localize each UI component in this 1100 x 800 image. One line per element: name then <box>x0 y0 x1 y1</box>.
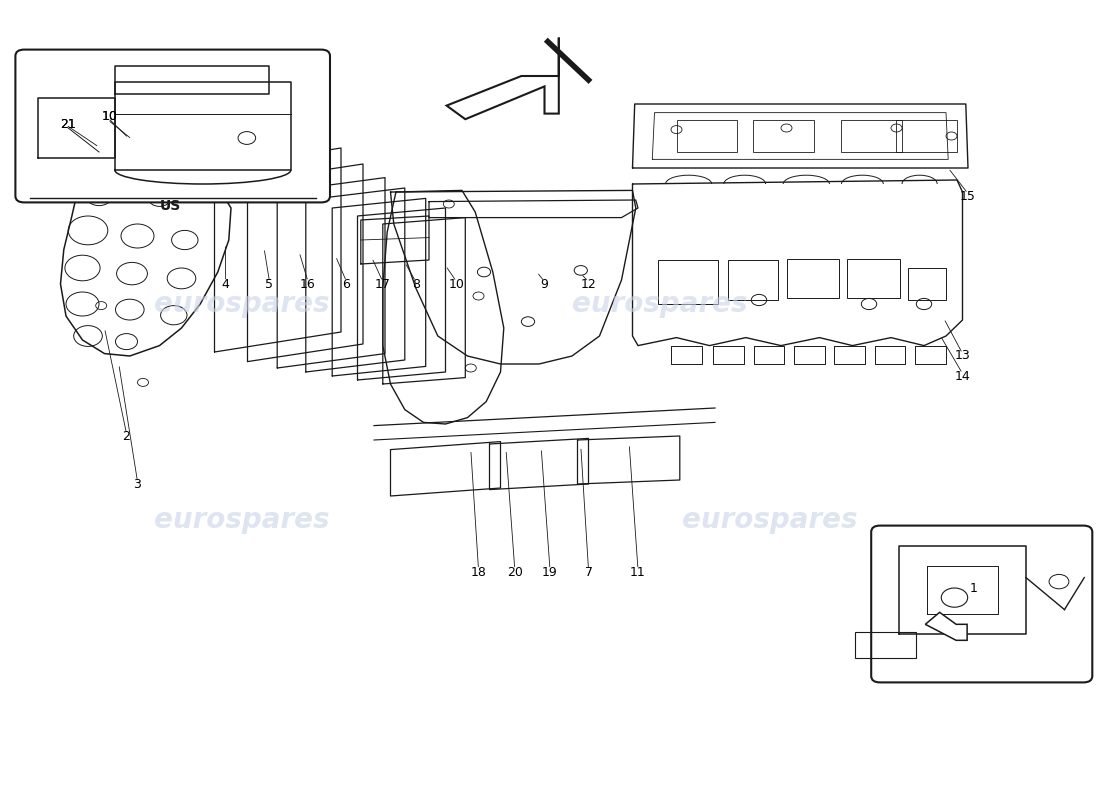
Text: 11: 11 <box>630 566 646 578</box>
Text: 10: 10 <box>449 278 464 290</box>
Text: 7: 7 <box>584 566 593 578</box>
Text: 16: 16 <box>300 278 316 290</box>
Text: 13: 13 <box>955 350 970 362</box>
Bar <box>847 259 900 298</box>
Text: US: US <box>160 199 182 214</box>
Bar <box>754 120 814 152</box>
Text: 19: 19 <box>542 566 558 578</box>
Text: 15: 15 <box>960 190 976 202</box>
Bar <box>856 632 916 658</box>
Text: 17: 17 <box>375 278 390 290</box>
FancyBboxPatch shape <box>15 50 330 202</box>
Text: 12: 12 <box>581 278 596 290</box>
Text: 21: 21 <box>60 118 76 130</box>
Bar <box>896 120 957 152</box>
Text: eurospares: eurospares <box>682 506 858 534</box>
Text: 4: 4 <box>221 278 230 290</box>
Polygon shape <box>447 38 559 119</box>
Text: 3: 3 <box>133 478 142 490</box>
Bar <box>908 268 946 300</box>
Bar <box>728 260 778 300</box>
Text: 6: 6 <box>342 278 351 290</box>
Text: eurospares: eurospares <box>572 290 748 318</box>
Text: 2: 2 <box>122 430 131 442</box>
Text: 21: 21 <box>60 118 76 130</box>
Bar <box>842 120 902 152</box>
Text: 8: 8 <box>411 278 420 290</box>
Text: 18: 18 <box>471 566 486 578</box>
Text: 10: 10 <box>102 110 118 122</box>
Text: eurospares: eurospares <box>154 506 330 534</box>
Text: 1: 1 <box>969 582 978 594</box>
Text: 14: 14 <box>955 370 970 382</box>
Text: 5: 5 <box>265 278 274 290</box>
Bar <box>786 259 839 298</box>
Polygon shape <box>925 612 967 640</box>
FancyBboxPatch shape <box>871 526 1092 682</box>
Text: 20: 20 <box>507 566 522 578</box>
Bar <box>676 120 737 152</box>
Text: eurospares: eurospares <box>154 290 330 318</box>
Text: 9: 9 <box>540 278 549 290</box>
Text: 10: 10 <box>102 110 118 122</box>
Bar <box>658 260 718 304</box>
